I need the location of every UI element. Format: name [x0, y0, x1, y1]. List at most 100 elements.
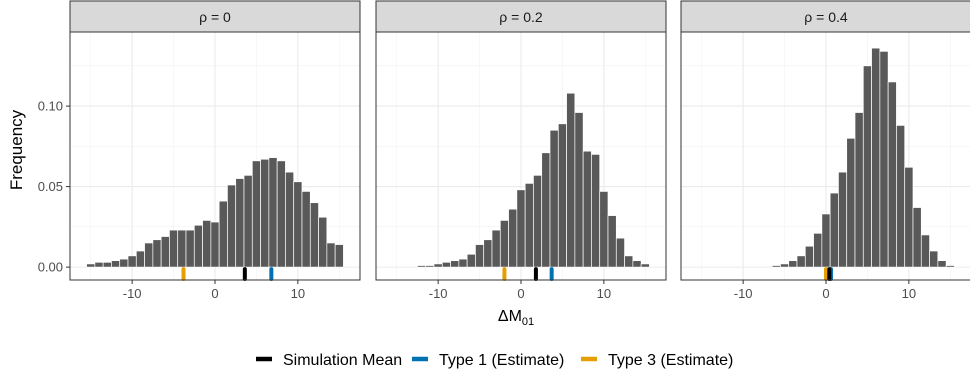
- histogram-bar: [879, 50, 889, 268]
- histogram-bar: [450, 260, 460, 268]
- panel-strip: [69, 0, 361, 33]
- x-tick-label: 0: [211, 286, 218, 301]
- histogram-bar: [193, 224, 203, 268]
- x-axis-label-subscript: 01: [522, 316, 534, 328]
- histogram-bar: [309, 202, 319, 268]
- histogram-bar: [466, 253, 476, 268]
- histogram-bar: [887, 81, 897, 268]
- x-axis-label: ΔM01: [498, 308, 534, 328]
- histogram-bar: [169, 229, 179, 268]
- x-tick-label: 10: [597, 286, 611, 301]
- histogram-bar: [301, 191, 311, 268]
- histogram-bar: [152, 239, 162, 268]
- histogram-bar: [458, 258, 468, 268]
- histogram-bar: [260, 158, 270, 268]
- x-tick-label: -10: [734, 286, 753, 301]
- histogram-bar: [566, 92, 576, 268]
- panel-title: ρ = 0: [199, 9, 231, 25]
- panel-strip: [375, 0, 667, 33]
- histogram-bar: [796, 255, 806, 268]
- y-axis-label: Frequency: [7, 109, 26, 190]
- histogram-bar: [896, 125, 906, 268]
- histogram-bar: [285, 171, 295, 268]
- histogram-bar: [541, 152, 551, 268]
- histogram-bar: [912, 207, 922, 268]
- histogram-bar: [846, 137, 856, 268]
- histogram-bar: [945, 265, 955, 268]
- y-tick-label: 0.05: [38, 179, 63, 194]
- facet-panels: ρ = 0-10 0 100.000.050.10ρ = 0.2-10 0 10ρ = …: [38, 0, 970, 301]
- panel-2: ρ = 0.4 -10 0 10: [680, 0, 970, 301]
- histogram-bar: [838, 171, 848, 268]
- histogram-bar: [144, 242, 154, 268]
- x-tick-label: -10: [123, 286, 142, 301]
- histogram-bar: [615, 237, 625, 268]
- histogram-bar: [499, 220, 509, 268]
- histogram-bar: [202, 220, 212, 268]
- histogram-bar: [591, 154, 601, 268]
- histogram-bar: [243, 174, 253, 268]
- x-axis-label-main: ΔM: [498, 308, 522, 325]
- histogram-bar: [508, 208, 518, 268]
- histogram-bar: [804, 245, 814, 268]
- histogram-bar: [632, 260, 642, 268]
- histogram-bar: [475, 244, 485, 268]
- legend-label: Type 1 (Estimate): [439, 352, 564, 369]
- histogram-bar: [854, 112, 864, 268]
- histogram-bar: [127, 255, 137, 268]
- histogram-bar: [780, 263, 790, 268]
- histogram-bar: [821, 213, 831, 268]
- panel-0: ρ = 0 -10 0 10 0.00 0.05 0.10: [38, 0, 361, 301]
- histogram-bar: [210, 221, 220, 268]
- histogram-bar: [417, 265, 427, 268]
- histogram-bar: [433, 263, 443, 268]
- histogram-bar: [557, 123, 567, 268]
- histogram-bar: [788, 260, 798, 268]
- histogram-bar: [582, 150, 592, 268]
- x-tick-label: 0: [822, 286, 829, 301]
- legend-label: Simulation Mean: [283, 352, 402, 369]
- panel-title: ρ = 0.2: [499, 9, 543, 25]
- histogram-bar: [102, 261, 112, 268]
- histogram-bar: [813, 232, 823, 268]
- histogram-bar: [491, 229, 501, 268]
- x-tick-label: 10: [291, 286, 305, 301]
- histogram-bar: [119, 258, 129, 268]
- histogram-bar: [607, 215, 617, 268]
- histogram-bar: [268, 157, 278, 268]
- x-tick-label: 10: [902, 286, 916, 301]
- histogram-bar: [920, 234, 930, 268]
- histogram-bar: [640, 263, 650, 268]
- x-tick-label: -10: [429, 286, 448, 301]
- histogram-bar: [293, 181, 303, 268]
- histogram-bar: [86, 263, 96, 268]
- histogram-bar: [94, 261, 104, 268]
- histogram-bar: [318, 216, 328, 268]
- histogram-bar: [533, 174, 543, 268]
- histogram-bar: [862, 65, 872, 268]
- histogram-bar: [111, 260, 121, 268]
- histogram-bar: [871, 47, 881, 268]
- histogram-bar: [185, 229, 195, 268]
- panel-1: ρ = 0.2 -10 0 10: [375, 0, 667, 301]
- x-tick-label: 0: [517, 286, 524, 301]
- legend-label: Type 3 (Estimate): [608, 352, 733, 369]
- panel-strip: [680, 0, 970, 33]
- histogram-bar: [516, 189, 526, 268]
- histogram-bar: [135, 250, 145, 268]
- histogram-bar: [574, 112, 584, 268]
- histogram-bar: [235, 178, 245, 268]
- histogram-bar: [425, 265, 435, 268]
- histogram-bar: [177, 229, 187, 268]
- histogram-bar: [624, 255, 634, 268]
- histogram-bar: [549, 129, 559, 268]
- histogram-bar: [334, 244, 344, 268]
- histogram-bar: [218, 200, 228, 268]
- histogram-bar: [441, 261, 451, 268]
- panel-title: ρ = 0.4: [804, 9, 848, 25]
- histogram-bar: [929, 250, 939, 268]
- histogram-bar: [599, 191, 609, 268]
- histogram-bar: [276, 160, 286, 268]
- histogram-bar: [524, 183, 534, 268]
